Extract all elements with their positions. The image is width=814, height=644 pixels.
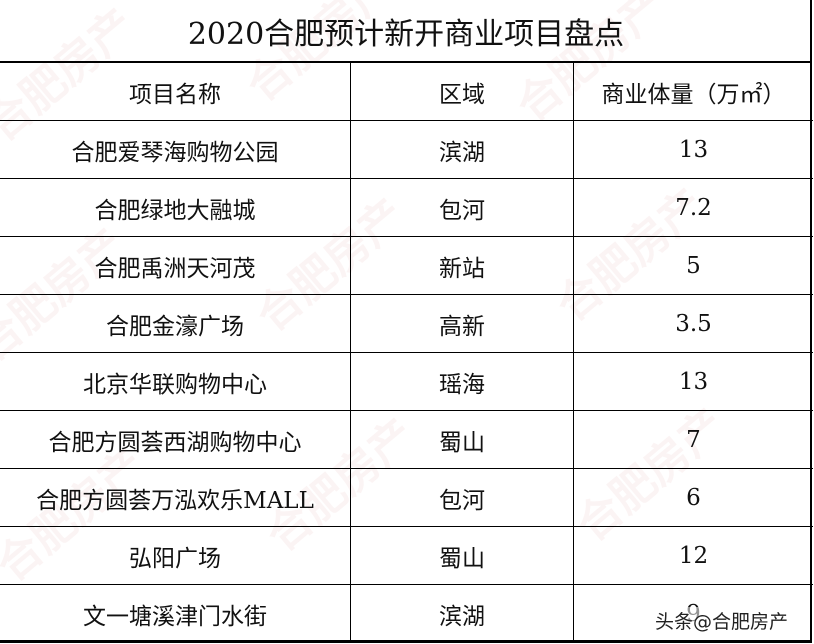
cell-area: 5 — [573, 236, 813, 295]
cell-area: 13 — [573, 352, 813, 411]
cell-project-name: 合肥方圆荟万泓欢乐MALL — [0, 468, 351, 527]
cell-district: 包河 — [350, 178, 574, 237]
cell-project-name: 文一塘溪津门水街 — [0, 584, 351, 642]
cell-project-name: 弘阳广场 — [0, 526, 351, 585]
cell-district: 滨湖 — [350, 120, 574, 179]
header-project-name: 项目名称 — [0, 63, 351, 121]
cell-area: 12 — [573, 526, 813, 585]
cell-district: 蜀山 — [350, 526, 574, 585]
table-row: 合肥方圆荟西湖购物中心 蜀山 7 — [0, 410, 813, 469]
cell-project-name: 合肥金濠广场 — [0, 294, 351, 353]
cell-project-name: 合肥方圆荟西湖购物中心 — [0, 410, 351, 469]
source-credit-watermark: 头条@合肥房产 — [652, 607, 790, 634]
cell-district: 新站 — [350, 236, 574, 295]
cell-area: 7 — [573, 410, 813, 469]
table-row: 合肥金濠广场 高新 3.5 — [0, 294, 813, 353]
table-row: 合肥禹洲天河茂 新站 5 — [0, 236, 813, 295]
cell-project-name: 合肥绿地大融城 — [0, 178, 351, 237]
projects-table: 项目名称 区域 商业体量（万㎡） 合肥爱琴海购物公园 滨湖 13 合肥绿地大融城… — [0, 63, 813, 642]
header-row: 项目名称 区域 商业体量（万㎡） — [0, 63, 813, 121]
header-district: 区域 — [350, 63, 574, 121]
cell-area: 6 — [573, 468, 813, 527]
cell-area: 3.5 — [573, 294, 813, 353]
cell-project-name: 合肥爱琴海购物公园 — [0, 120, 351, 179]
cell-district: 高新 — [350, 294, 574, 353]
cell-district: 蜀山 — [350, 410, 574, 469]
cell-district: 瑶海 — [350, 352, 574, 411]
cell-area: 13 — [573, 120, 813, 179]
cell-area: 7.2 — [573, 178, 813, 237]
header-area: 商业体量（万㎡） — [573, 63, 813, 121]
cell-district: 包河 — [350, 468, 574, 527]
table-row: 合肥爱琴海购物公园 滨湖 13 — [0, 120, 813, 179]
cell-project-name: 北京华联购物中心 — [0, 352, 351, 411]
table-row: 北京华联购物中心 瑶海 13 — [0, 352, 813, 411]
sheet-title: 2020合肥预计新开商业项目盘点 — [0, 0, 812, 63]
table-row: 合肥绿地大融城 包河 7.2 — [0, 178, 813, 237]
cell-district: 滨湖 — [350, 584, 574, 642]
table-row: 合肥方圆荟万泓欢乐MALL 包河 6 — [0, 468, 813, 527]
cell-project-name: 合肥禹洲天河茂 — [0, 236, 351, 295]
table-row: 弘阳广场 蜀山 12 — [0, 526, 813, 585]
table-row: 文一塘溪津门水街 滨湖 9 — [0, 584, 813, 642]
